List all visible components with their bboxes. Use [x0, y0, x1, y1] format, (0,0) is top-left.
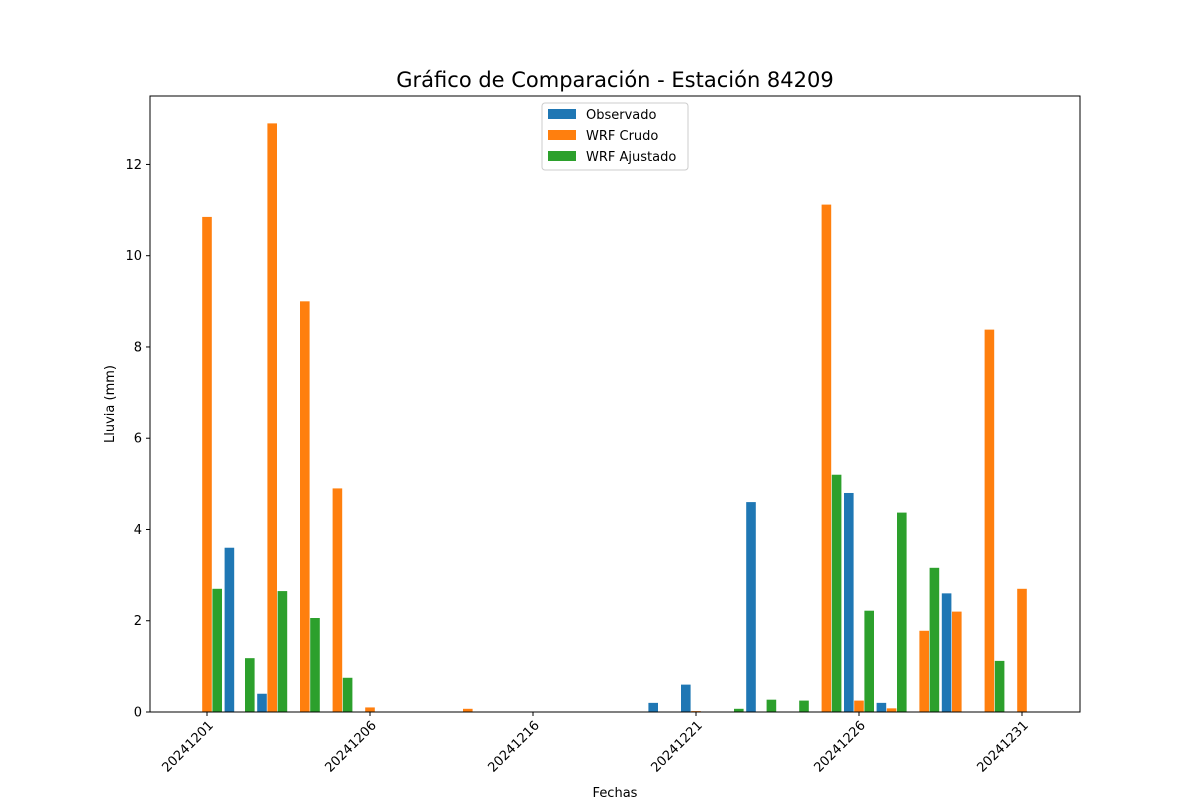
bar-wrf-crudo: [821, 204, 832, 712]
legend-swatch: [548, 151, 576, 161]
bar-observado: [876, 702, 887, 712]
x-tick-label: 20241206: [322, 718, 379, 775]
bar-observado: [224, 547, 235, 712]
x-tick-label: 20241201: [159, 718, 216, 775]
bar-wrf-ajustado: [766, 699, 777, 712]
bar-wrf-ajustado: [310, 618, 320, 712]
bar-wrf-ajustado: [245, 658, 255, 712]
bar-wrf-crudo: [919, 630, 929, 712]
y-tick-label: 12: [125, 158, 142, 173]
bar-wrf-ajustado: [994, 660, 1005, 712]
bar-wrf-crudo: [332, 488, 343, 712]
x-tick-label: 20241231: [974, 718, 1031, 775]
y-tick-label: 8: [134, 340, 142, 355]
bar-wrf-ajustado: [897, 512, 907, 712]
y-axis-title: Lluvia (mm): [103, 365, 118, 443]
bar-wrf-ajustado: [212, 588, 222, 712]
legend-label: WRF Ajustado: [586, 150, 676, 165]
legend-label: Observado: [586, 108, 657, 123]
bar-wrf-ajustado: [831, 474, 842, 712]
bar-wrf-ajustado: [864, 610, 874, 712]
bar-wrf-ajustado: [799, 700, 809, 712]
bar-wrf-crudo: [984, 329, 995, 712]
bar-observado: [648, 702, 658, 712]
legend-swatch: [548, 109, 576, 119]
chart-title: Gráfico de Comparación - Estación 84209: [396, 68, 833, 92]
x-tick-label: 20241216: [485, 718, 542, 775]
bar-wrf-crudo: [365, 707, 375, 712]
y-tick-label: 4: [134, 523, 142, 538]
bar-wrf-crudo: [854, 700, 864, 712]
bar-wrf-ajustado: [342, 677, 353, 712]
legend-frame: [541, 102, 689, 171]
bar-wrf-crudo: [952, 611, 962, 712]
plot-frame: [149, 95, 1081, 713]
x-axis: 20241201 20241206 20241216 20241221 20241226…: [159, 712, 1032, 776]
y-tick-label: 0: [134, 706, 142, 721]
legend-label: WRF Crudo: [586, 129, 658, 144]
y-tick-label: 6: [134, 432, 142, 447]
bar-wrf-ajustado: [929, 567, 940, 712]
y-tick-label: 2: [134, 614, 142, 629]
y-axis: 0 2 4 6 8 10 12: [125, 158, 150, 721]
legend-swatch: [548, 130, 576, 140]
bar-observado: [746, 502, 756, 712]
bar-wrf-crudo: [463, 708, 473, 712]
bar-wrf-crudo: [886, 708, 897, 712]
bar-wrf-ajustado: [277, 591, 288, 712]
bars-group: [202, 123, 1027, 713]
bar-observado: [681, 684, 691, 712]
bar-wrf-crudo: [267, 123, 277, 712]
legend: Observado WRF Crudo WRF Ajustado: [541, 102, 689, 171]
y-tick-label: 10: [125, 249, 142, 264]
bar-observado: [844, 492, 854, 712]
x-tick-label: 20241226: [811, 718, 868, 775]
bar-wrf-crudo: [202, 216, 212, 713]
bar-observado: [257, 693, 267, 712]
bar-wrf-crudo: [1017, 588, 1027, 712]
bar-observado: [941, 593, 952, 712]
x-axis-title: Fechas: [593, 786, 638, 800]
x-tick-label: 20241221: [648, 718, 705, 775]
bar-wrf-ajustado: [734, 708, 744, 712]
bar-wrf-crudo: [300, 301, 310, 712]
